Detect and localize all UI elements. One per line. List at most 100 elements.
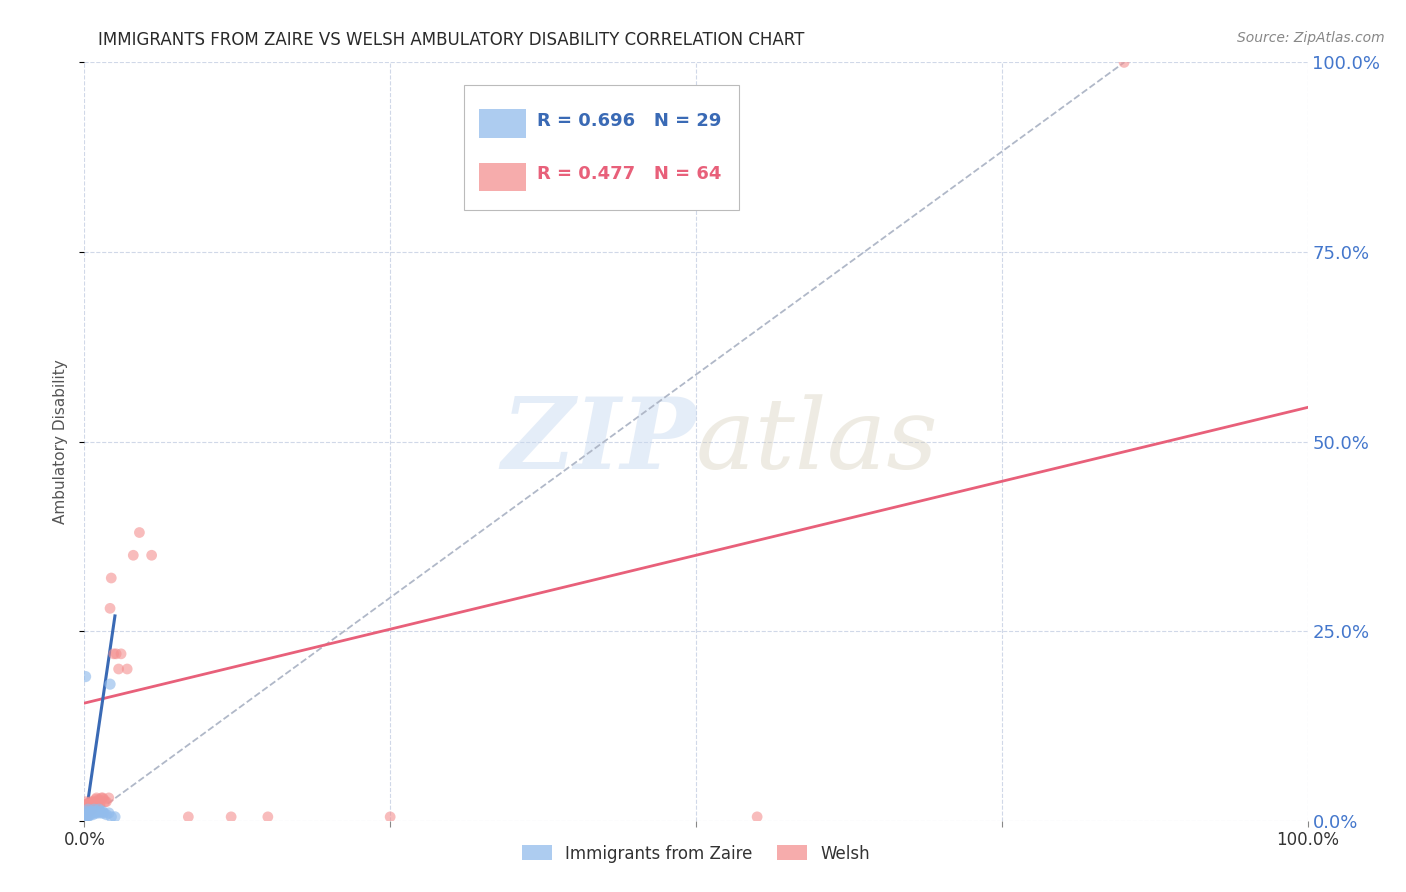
Point	[86, 795, 108, 809]
Point	[91, 791, 114, 805]
Point	[100, 571, 122, 585]
Point	[80, 797, 103, 811]
Point	[76, 810, 98, 824]
Point	[98, 601, 121, 615]
Point	[75, 798, 97, 813]
Point	[110, 647, 132, 661]
Point	[77, 802, 100, 816]
Point	[75, 669, 97, 683]
Point	[75, 810, 97, 824]
Point	[77, 802, 100, 816]
Point	[83, 795, 105, 809]
Point	[76, 802, 98, 816]
Text: R = 0.477   N = 64: R = 0.477 N = 64	[537, 165, 721, 183]
Point	[82, 807, 104, 822]
Point	[98, 677, 121, 691]
Point	[128, 525, 150, 540]
Point	[87, 806, 110, 821]
Point	[76, 805, 98, 819]
Point	[82, 800, 104, 814]
Point	[75, 807, 97, 822]
Point	[80, 806, 103, 821]
Point	[77, 797, 100, 811]
Point	[96, 807, 118, 822]
Point	[257, 810, 280, 824]
Point	[77, 805, 100, 819]
Text: Source: ZipAtlas.com: Source: ZipAtlas.com	[1237, 31, 1385, 45]
Point	[76, 800, 98, 814]
Point	[77, 810, 100, 824]
Point	[75, 795, 97, 809]
Point	[380, 810, 402, 824]
Point	[96, 795, 118, 809]
Point	[91, 805, 114, 819]
Text: IMMIGRANTS FROM ZAIRE VS WELSH AMBULATORY DISABILITY CORRELATION CHART: IMMIGRANTS FROM ZAIRE VS WELSH AMBULATOR…	[98, 31, 804, 49]
Point	[107, 662, 129, 676]
Point	[77, 806, 100, 821]
Point	[90, 791, 112, 805]
Point	[77, 806, 100, 821]
Point	[75, 802, 97, 816]
Bar	[479, 162, 526, 191]
Point	[1114, 55, 1136, 70]
Point	[89, 795, 111, 809]
Point	[75, 810, 97, 824]
Point	[90, 806, 112, 821]
Point	[87, 792, 110, 806]
Point	[77, 797, 100, 811]
Point	[75, 810, 97, 824]
Point	[93, 806, 115, 821]
Point	[87, 802, 110, 816]
Point	[89, 805, 111, 819]
Point	[82, 795, 104, 809]
Point	[141, 548, 163, 563]
Point	[79, 797, 101, 811]
Point	[80, 800, 103, 814]
Point	[75, 810, 97, 824]
Point	[79, 807, 101, 822]
Point	[219, 810, 242, 824]
Text: atlas: atlas	[696, 394, 939, 489]
Point	[87, 797, 110, 811]
Point	[79, 795, 101, 809]
Point	[105, 647, 128, 661]
Point	[77, 800, 100, 814]
Point	[84, 797, 107, 811]
Point	[97, 806, 120, 821]
Point	[75, 810, 97, 824]
Point	[79, 800, 101, 814]
Point	[79, 805, 101, 819]
Point	[75, 806, 97, 821]
Point	[747, 810, 769, 824]
Point	[82, 805, 104, 819]
Point	[84, 806, 107, 821]
Point	[75, 805, 97, 819]
Point	[93, 792, 115, 806]
Text: R = 0.696   N = 29: R = 0.696 N = 29	[537, 112, 721, 130]
Point	[75, 810, 97, 824]
Point	[76, 807, 98, 822]
Point	[83, 802, 105, 816]
Point	[75, 797, 97, 811]
Point	[100, 810, 122, 824]
FancyBboxPatch shape	[464, 85, 738, 211]
Point	[83, 798, 105, 813]
Text: ZIP: ZIP	[501, 393, 696, 490]
Point	[94, 795, 117, 809]
Point	[77, 802, 100, 816]
Point	[97, 791, 120, 805]
Y-axis label: Ambulatory Disability: Ambulatory Disability	[53, 359, 69, 524]
Point	[75, 800, 97, 814]
Point	[177, 810, 200, 824]
Point	[76, 807, 98, 822]
Point	[77, 800, 100, 814]
Legend: Immigrants from Zaire, Welsh: Immigrants from Zaire, Welsh	[515, 838, 877, 869]
Point	[115, 662, 138, 676]
Point	[76, 805, 98, 819]
Point	[104, 810, 127, 824]
Point	[122, 548, 145, 563]
Bar	[479, 110, 526, 138]
Point	[103, 647, 125, 661]
Point	[86, 805, 108, 819]
Point	[86, 791, 108, 805]
